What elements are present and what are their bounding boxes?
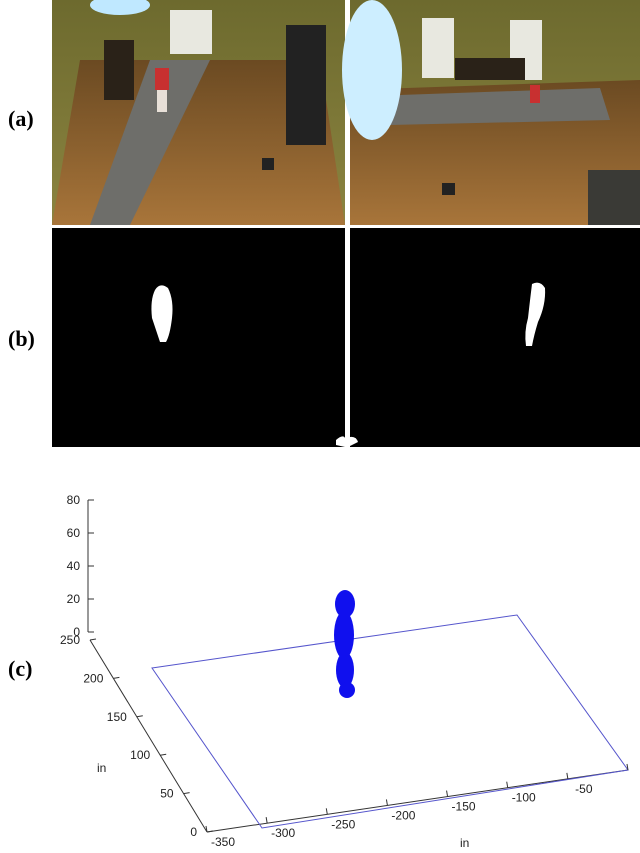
x-tick xyxy=(326,808,327,814)
panel-label: (a) xyxy=(8,106,34,131)
x-tick xyxy=(386,799,387,805)
y-tick-label: 250 xyxy=(60,633,80,647)
z-tick-label: 60 xyxy=(67,526,81,540)
y-tick-label: 150 xyxy=(107,710,127,724)
point-cloud xyxy=(334,590,355,698)
y-tick xyxy=(137,716,143,717)
floor-outline xyxy=(152,615,628,828)
y-tick xyxy=(160,754,166,755)
x-tick-label: -250 xyxy=(331,817,355,831)
x-tick-label: -50 xyxy=(575,782,593,796)
x-tick-label: -200 xyxy=(391,808,415,822)
silhouette-left xyxy=(52,228,345,447)
x-tick xyxy=(507,782,508,788)
x-tick xyxy=(567,773,568,779)
z-tick-label: 20 xyxy=(67,592,81,606)
x-axis-label: in xyxy=(460,836,469,850)
x-tick xyxy=(266,817,267,823)
y-tick xyxy=(207,831,213,832)
panel-label: (c) xyxy=(8,656,32,681)
x-tick-label: -300 xyxy=(271,826,295,840)
y-tick xyxy=(184,793,190,794)
y-tick xyxy=(90,639,96,640)
x-tick xyxy=(447,791,448,797)
photo-right xyxy=(342,0,640,225)
y-tick-label: 100 xyxy=(130,748,150,762)
y-tick-label: 50 xyxy=(160,787,174,801)
x-tick-label: -150 xyxy=(452,800,476,814)
z-tick-label: 40 xyxy=(67,559,81,573)
y-axis-label: in xyxy=(97,761,106,775)
plot-3d: in in 020406080050100150200250-350-300-2… xyxy=(60,493,640,850)
photo-left xyxy=(52,0,345,225)
figure: (a) (b) (c) in in 0204060800501001502002… xyxy=(0,0,640,853)
z-tick-label: 80 xyxy=(67,493,81,507)
y-tick-label: 200 xyxy=(83,671,103,685)
y-tick xyxy=(113,677,119,678)
x-tick-label: -100 xyxy=(512,791,536,805)
silhouette-right xyxy=(350,228,640,447)
panel-label: (b) xyxy=(8,326,35,351)
page: (a) (b) (c) in in 0204060800501001502002… xyxy=(0,0,640,853)
y-tick-label: 0 xyxy=(190,825,197,839)
x-axis xyxy=(207,770,628,832)
x-tick-label: -350 xyxy=(211,835,235,849)
y-axis xyxy=(90,640,207,832)
